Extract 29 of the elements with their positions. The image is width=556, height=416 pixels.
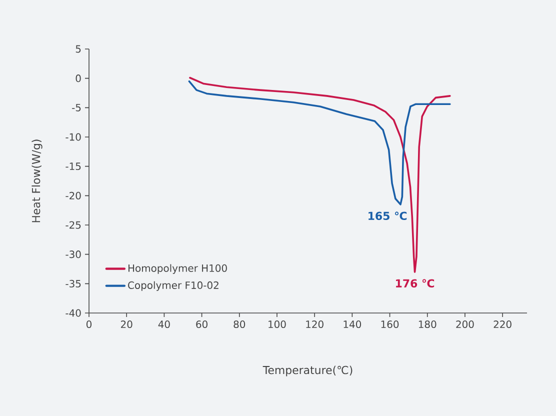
annotation: 165 ℃ [368,212,407,220]
y-tick-label: -5 [72,104,81,112]
x-tick-label: 20 [120,320,132,328]
x-tick-label: 80 [234,320,246,328]
y-tick-label: 5 [76,45,81,53]
x-tick-label: 100 [268,320,286,328]
x-tick-label: 0 [86,320,92,328]
y-axis-title: Heat Flow(W/g) [32,140,42,222]
line-series [188,80,451,206]
y-tick-label: -35 [66,280,81,288]
x-tick-label: 220 [494,320,512,328]
y-tick-label: -10 [66,133,81,141]
x-tick-label: 40 [158,320,170,328]
y-tick-label: -15 [66,162,81,170]
y-tick-label: -30 [66,250,81,258]
x-tick-label: 160 [381,320,399,328]
x-tick-label: 140 [344,320,362,328]
x-axis-title: Temperature(℃) [262,366,352,376]
x-tick-label: 120 [306,320,324,328]
y-tick-label: 0 [76,74,81,82]
legend-label: Copolymer F10-02 [128,281,218,291]
annotation: 176 ℃ [396,279,434,288]
y-tick-label: -25 [66,221,81,229]
x-tick-label: 200 [456,320,474,328]
x-tick-label: 180 [418,320,436,328]
x-tick-label: 60 [196,320,208,328]
y-tick-label: -20 [66,192,81,200]
legend-label: Homopolymer H100 [128,264,227,274]
y-tick-label: -40 [66,309,81,317]
